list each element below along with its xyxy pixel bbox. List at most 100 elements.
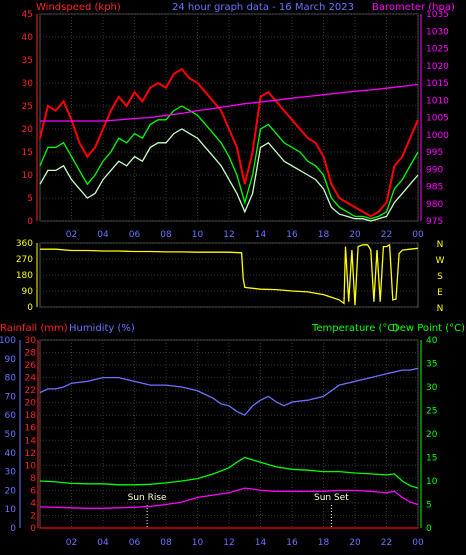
- y-tick-label-barometer: 985: [426, 183, 443, 193]
- y-tick-label-humidity: 90: [5, 355, 17, 365]
- x-tick-label: 00: [412, 230, 424, 240]
- y-tick-label-barometer: 980: [426, 200, 443, 210]
- y-tick-label-humidity: 40: [5, 449, 17, 459]
- series-direction: [40, 243, 419, 306]
- y-tick-label-wind: 25: [22, 102, 33, 112]
- y-tick-label-temperature: 20: [426, 430, 438, 440]
- x-tick-label: 12: [223, 230, 234, 240]
- series-humidity: [39, 367, 419, 417]
- y-tick-label-temperature: 15: [426, 454, 437, 464]
- series-barometer: [40, 83, 419, 122]
- y-tick-label-barometer: 1035: [426, 10, 449, 20]
- y-tick-label-barometer: 1010: [426, 96, 449, 106]
- x-tick-label: 14: [255, 230, 267, 240]
- y-tick-label-humidity: 0: [10, 524, 16, 534]
- y-tick-label-rain: 8: [30, 474, 36, 484]
- rainfall-label: Rainfall (mm): [0, 323, 68, 334]
- humidity-label: Humidity (%): [69, 323, 135, 334]
- y-tick-label-rain: 30: [25, 336, 37, 346]
- y-tick-label-barometer: 1020: [426, 62, 449, 72]
- y-tick-label-humidity: 80: [5, 374, 17, 384]
- y-tick-label-wind: 45: [22, 10, 33, 20]
- series-gust: [39, 67, 419, 218]
- series-temperature: [39, 456, 419, 489]
- y-tick-label-wind: 40: [22, 33, 34, 43]
- y-tick-label-wind: 15: [22, 148, 33, 158]
- y-tick-label-wind: 30: [22, 79, 34, 89]
- sun-rise-label: Sun Rise: [128, 493, 167, 503]
- x-tick-label: 22: [381, 230, 392, 240]
- compass-label: S: [437, 272, 443, 282]
- y-tick-label-temperature: 25: [426, 407, 437, 417]
- dewpoint-label: Dew Point (°C): [392, 323, 465, 334]
- y-tick-label-barometer: 1025: [426, 45, 449, 55]
- x-tick-label: 06: [129, 230, 141, 240]
- y-tick-label-temperature: 40: [426, 336, 438, 346]
- y-tick-label-barometer: 1005: [426, 114, 449, 124]
- y-tick-label-temperature: 10: [426, 477, 438, 487]
- y-tick-label-rain: 26: [25, 361, 37, 371]
- x-tick-label: 02: [66, 538, 77, 548]
- y-tick-label-rain: 10: [25, 461, 37, 471]
- y-tick-label-humidity: 30: [5, 468, 17, 478]
- y-tick-label-temperature: 35: [426, 360, 437, 370]
- y-tick-label-direction: 0: [27, 303, 33, 313]
- compass-label: N: [437, 240, 444, 250]
- y-tick-label-barometer: 1015: [426, 79, 449, 89]
- x-tick-label: 08: [160, 230, 172, 240]
- temperature-label: Temperature (°C): [311, 323, 398, 334]
- y-tick-label-barometer: 990: [426, 165, 443, 175]
- x-tick-label: 04: [97, 230, 109, 240]
- x-tick-label: 10: [192, 538, 204, 548]
- y-tick-label-barometer: 995: [426, 148, 443, 158]
- windspeed-label: Windspeed (kph): [36, 2, 121, 13]
- compass-label: E: [437, 288, 443, 298]
- y-tick-label-humidity: 70: [5, 392, 17, 402]
- y-tick-label-temperature: 30: [426, 383, 438, 393]
- y-tick-label-rain: 20: [25, 399, 37, 409]
- y-tick-label-wind: 35: [22, 56, 33, 66]
- x-tick-label: 12: [223, 538, 234, 548]
- y-tick-label-direction: 270: [16, 255, 33, 265]
- barometer-label: Barometer (hpa): [372, 2, 455, 13]
- wind-barometer-chart: 02 04 06 08 10 12 14 16 18 20 22 000510152025303540…: [22, 10, 450, 240]
- y-tick-label-direction: 360: [16, 239, 33, 249]
- y-tick-label-rain: 18: [25, 411, 37, 421]
- graph-title: 24 hour graph data - 16 March 2023: [172, 2, 354, 13]
- compass-label: N: [437, 304, 444, 314]
- series-dewpoint: [39, 487, 419, 509]
- series-avg: [39, 105, 419, 220]
- y-tick-label-humidity: 100: [0, 336, 16, 346]
- y-tick-label-rain: 0: [30, 524, 36, 534]
- x-tick-label: 16: [286, 538, 298, 548]
- y-tick-label-direction: 90: [22, 287, 34, 297]
- y-tick-label-rain: 16: [25, 424, 37, 434]
- x-tick-label: 08: [160, 538, 172, 548]
- x-tick-label: 00: [412, 538, 424, 548]
- y-tick-label-humidity: 60: [5, 411, 17, 421]
- y-tick-label-humidity: 20: [5, 486, 17, 496]
- y-tick-label-rain: 22: [25, 386, 36, 396]
- compass-label: W: [436, 256, 445, 266]
- x-tick-label: 10: [192, 230, 204, 240]
- series-speed: [39, 128, 419, 222]
- x-tick-label: 18: [318, 538, 330, 548]
- y-tick-label-rain: 28: [25, 349, 37, 359]
- y-tick-label-temperature: 0: [426, 524, 432, 534]
- y-tick-label-rain: 14: [25, 436, 37, 446]
- y-tick-label-wind: 10: [22, 171, 34, 181]
- x-tick-label: 04: [97, 538, 109, 548]
- y-tick-label-barometer: 1030: [426, 27, 449, 37]
- y-tick-label-wind: 0: [27, 217, 33, 227]
- x-tick-label: 22: [381, 538, 392, 548]
- x-tick-label: 20: [349, 538, 361, 548]
- x-tick-label: 16: [286, 230, 298, 240]
- rain-humidity-temperature-chart: 02 04 06 08 10 12 14 16 18 20 22 000246810121416182…: [0, 336, 438, 548]
- y-tick-label-temperature: 5: [426, 501, 432, 511]
- x-tick-label: 02: [66, 230, 77, 240]
- x-tick-label: 14: [255, 538, 267, 548]
- y-tick-label-wind: 5: [27, 194, 33, 204]
